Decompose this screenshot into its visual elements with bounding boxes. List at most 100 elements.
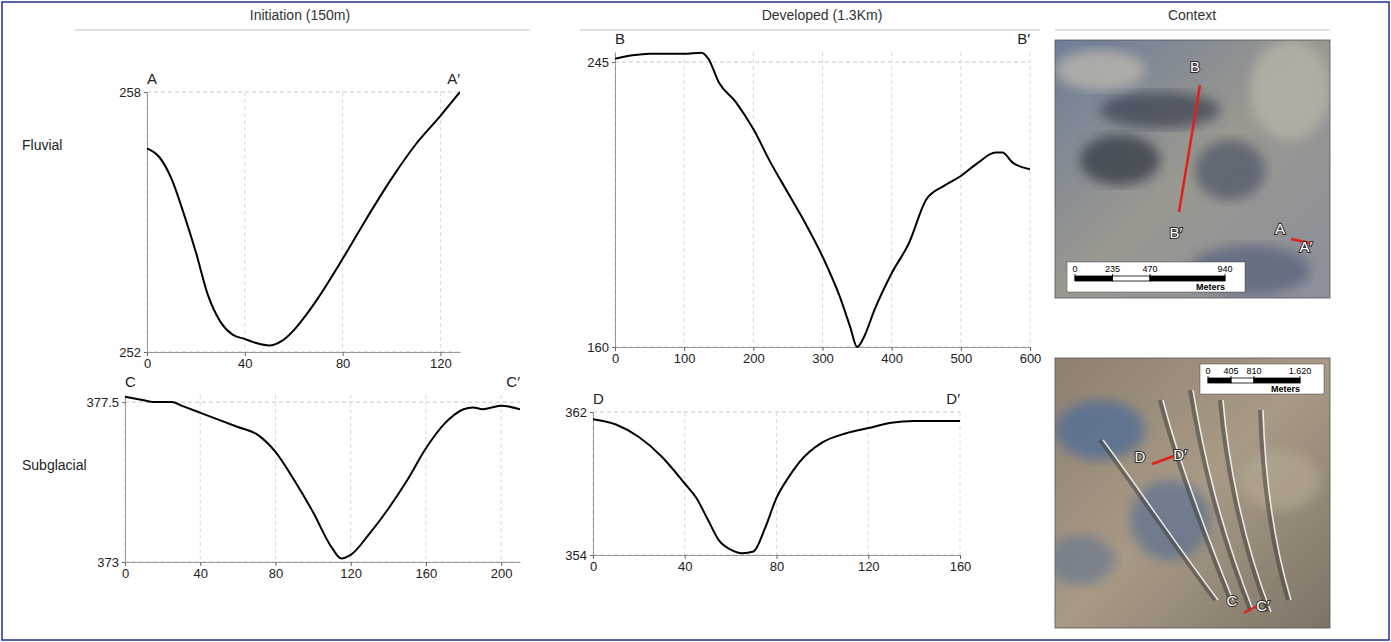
map-terrain xyxy=(1055,50,1145,90)
x-tick: 0 xyxy=(122,562,129,581)
map-label: D′ xyxy=(1173,446,1187,463)
x-tick-label: 200 xyxy=(743,351,765,366)
scale-bar-tick xyxy=(1254,376,1255,383)
column-header: Context xyxy=(1168,7,1216,23)
scale-bar-segment xyxy=(1208,378,1231,383)
grid-line-x xyxy=(684,52,685,347)
y-tick-label: 258 xyxy=(119,85,141,100)
y-tick: 362 xyxy=(565,405,593,420)
x-tick: 80 xyxy=(336,352,350,371)
map-label: A xyxy=(1275,220,1285,237)
x-tick: 0 xyxy=(590,555,597,574)
x-tick-label: 300 xyxy=(812,351,834,366)
y-tick: 258 xyxy=(119,85,147,100)
map-gully xyxy=(1100,440,1215,600)
y-axis-line xyxy=(125,396,126,563)
y-tick: 377.5 xyxy=(86,395,125,410)
x-tick: 0 xyxy=(144,352,151,371)
y-tick: 373 xyxy=(97,555,125,570)
x-tick-label: 120 xyxy=(858,559,880,574)
map-background xyxy=(1055,358,1330,628)
x-axis-line xyxy=(126,562,521,563)
y-tick-label: 373 xyxy=(97,555,119,570)
x-tick-label: 600 xyxy=(1020,351,1042,366)
scale-bar-label: 940 xyxy=(1217,264,1232,274)
scale-bar-box xyxy=(1067,262,1245,292)
grid-line-x xyxy=(960,52,961,347)
column-header: Initiation (150m) xyxy=(250,7,350,23)
plot-area xyxy=(125,397,520,559)
header-rule xyxy=(75,30,530,31)
x-tick: 500 xyxy=(950,347,972,366)
section-line xyxy=(1152,456,1174,464)
y-axis: 160 245 xyxy=(587,53,615,355)
y-tick: 245 xyxy=(587,55,615,70)
grid-line-x xyxy=(125,395,126,562)
x-tick-label: 40 xyxy=(238,356,252,371)
section-end-label: A xyxy=(147,70,157,87)
y-tick-mark xyxy=(590,412,593,413)
chart-panel: 04080120252258AA′ xyxy=(119,70,460,371)
x-tick-label: 100 xyxy=(674,351,696,366)
row-label: Fluvial xyxy=(22,137,62,153)
y-axis-line xyxy=(615,53,616,348)
scale-bar-label: 470 xyxy=(1142,264,1157,274)
map-label: B xyxy=(1190,58,1200,75)
x-tick-label: 120 xyxy=(430,356,452,371)
grid-line-x xyxy=(425,395,426,562)
x-tick: 160 xyxy=(950,555,972,574)
x-tick: 200 xyxy=(491,562,513,581)
grid-line-x xyxy=(960,412,961,555)
x-tick: 300 xyxy=(812,347,834,366)
x-tick-label: 80 xyxy=(770,559,784,574)
y-tick-mark xyxy=(144,352,147,353)
map-image xyxy=(1055,40,1330,298)
y-axis-line xyxy=(147,93,148,353)
map-label: D xyxy=(1135,448,1146,465)
grid-line-x xyxy=(342,92,343,352)
scale-bar-tick xyxy=(1231,376,1232,383)
scale-bar-unit: Meters xyxy=(1271,384,1300,394)
y-tick-label: 160 xyxy=(587,340,609,355)
scale-bar-label: 0 xyxy=(1072,264,1077,274)
x-axis-line xyxy=(148,352,461,353)
grid-line-x xyxy=(275,395,276,562)
x-tick: 160 xyxy=(416,562,438,581)
grid-line-x xyxy=(822,52,823,347)
chart-panel: 04080120160200373377.5CC′ xyxy=(86,373,520,581)
y-tick-mark xyxy=(612,347,615,348)
context-map: DD′CC′04058101.620Meters xyxy=(1045,358,1330,628)
grid xyxy=(593,412,960,555)
row-label: Subglacial xyxy=(22,457,87,473)
y-tick-label: 377.5 xyxy=(86,395,119,410)
map-label: B′ xyxy=(1170,224,1183,241)
map-background xyxy=(1055,40,1330,298)
scale-bar-label: 235 xyxy=(1105,264,1120,274)
grid-line-x xyxy=(615,52,616,347)
section-end-label: C′ xyxy=(506,373,520,390)
grid-line-x xyxy=(350,395,351,562)
grid xyxy=(125,395,520,562)
map-gully-highlight xyxy=(1263,410,1291,600)
x-tick: 120 xyxy=(340,562,362,581)
grid-line-x xyxy=(593,412,594,555)
scale-bar-tick xyxy=(1112,274,1113,281)
x-tick-label: 200 xyxy=(491,566,513,581)
chart-panel: 04080120160354362DD′ xyxy=(565,390,971,574)
y-axis-line xyxy=(593,413,594,556)
scale-bar-label: 1.620 xyxy=(1289,366,1312,376)
scale-bar-segment xyxy=(1231,378,1254,383)
map-terrain xyxy=(1100,92,1220,128)
x-axis: 0100200300400500600 xyxy=(612,347,1041,366)
x-tick-label: 400 xyxy=(881,351,903,366)
grid-line-x xyxy=(776,412,777,555)
grid xyxy=(147,92,460,352)
map-terrain xyxy=(1080,135,1160,185)
grid-line-x xyxy=(200,395,201,562)
column-header: Developed (1.3Km) xyxy=(762,7,883,23)
y-tick-label: 362 xyxy=(565,405,587,420)
y-tick-mark xyxy=(612,62,615,63)
map-gully-highlight xyxy=(1103,440,1218,600)
section-end-label: C xyxy=(125,373,136,390)
x-tick-label: 120 xyxy=(340,566,362,581)
